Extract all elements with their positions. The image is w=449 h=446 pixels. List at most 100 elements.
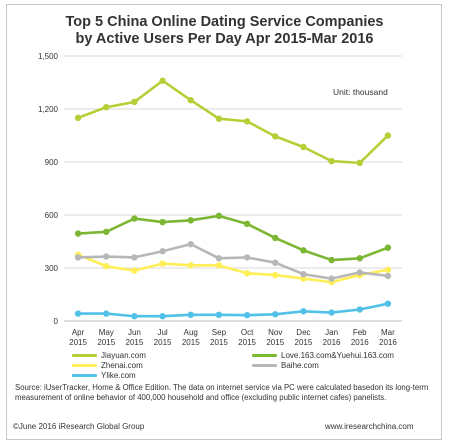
x-tick-label: 2015 [210, 338, 228, 347]
chart-title: Top 5 China Online Dating Service Compan… [65, 14, 384, 30]
unit-label: Unit: thousand [333, 87, 388, 97]
x-tick-label: Sep [212, 328, 227, 337]
chart-subtitle: by Active Users Per Day Apr 2015-Mar 201… [75, 31, 374, 47]
source-note: Source: iUserTracker, Home & Office Edit… [15, 383, 429, 402]
series-line-3 [78, 242, 389, 280]
y-tick-label: 600 [45, 211, 59, 220]
legend-label: Jiayuan.com [101, 351, 146, 360]
x-tick-label: 2015 [295, 338, 313, 347]
x-tick-label: Nov [268, 328, 282, 337]
y-tick-label: 300 [45, 264, 59, 273]
legend-swatch [72, 374, 97, 377]
x-tick-label: 2015 [69, 338, 87, 347]
data-point [215, 262, 223, 269]
data-point [131, 98, 138, 106]
data-point [384, 272, 392, 280]
data-point [187, 240, 194, 248]
data-point [328, 275, 335, 282]
data-point [131, 267, 138, 274]
y-tick-label: 1,200 [38, 105, 59, 114]
x-tick-label: 2015 [266, 338, 284, 347]
x-tick-label: 2016 [323, 338, 341, 347]
data-point [356, 269, 363, 276]
legend-label: Ylike.com [101, 371, 136, 380]
x-tick-label: Mar [381, 328, 395, 337]
data-point [384, 300, 392, 307]
data-point [215, 255, 223, 262]
data-point [243, 270, 251, 277]
data-point [272, 259, 279, 266]
data-point [159, 260, 166, 267]
data-point [384, 266, 392, 273]
data-point [74, 114, 82, 122]
data-point [300, 143, 307, 151]
data-point [103, 253, 110, 260]
data-point [300, 270, 307, 278]
data-point [300, 308, 307, 315]
data-point [103, 104, 110, 111]
data-point [103, 263, 110, 270]
data-point [131, 254, 138, 261]
data-point [272, 133, 279, 140]
data-point [187, 96, 194, 104]
series-line-0 [77, 79, 389, 165]
data-point [159, 313, 166, 320]
data-point [272, 311, 279, 318]
legend-label: Baihe.com [281, 361, 319, 370]
x-tick-label: May [99, 328, 114, 337]
copyright-text: ©June 2016 iResearch Global Group [13, 422, 145, 431]
data-point [272, 271, 279, 279]
y-tick-label: 900 [45, 158, 59, 167]
legend-swatch [252, 364, 277, 367]
data-point [356, 306, 363, 313]
data-point [300, 275, 307, 282]
data-point [300, 247, 307, 254]
data-point [356, 255, 363, 262]
y-tick-label: 0 [54, 317, 59, 326]
data-point [131, 313, 138, 320]
chart-frame [6, 4, 442, 440]
data-point [243, 220, 251, 228]
series-line-2 [77, 253, 389, 284]
x-tick-label: Jul [157, 328, 167, 337]
data-point [131, 215, 138, 222]
data-point [215, 311, 223, 319]
data-point [328, 157, 335, 165]
data-point [187, 217, 194, 224]
data-point [384, 244, 392, 251]
x-tick-label: Oct [241, 328, 254, 337]
x-tick-label: Apr [72, 328, 85, 337]
data-point [103, 228, 110, 235]
data-point [74, 254, 82, 261]
data-point [103, 310, 110, 317]
y-tick-label: 1,500 [38, 52, 59, 61]
x-tick-label: 2016 [379, 338, 397, 347]
legend-swatch [72, 354, 97, 357]
legend-label: Zhenai.com [101, 361, 143, 370]
data-point [74, 230, 82, 237]
website-text: www.iresearchchina.com [325, 422, 414, 431]
x-tick-label: Jun [128, 328, 141, 337]
data-point [328, 309, 335, 316]
data-point [187, 262, 194, 269]
data-point [328, 256, 335, 264]
data-point [243, 118, 251, 125]
data-point [187, 311, 194, 319]
series-line-4 [78, 302, 389, 318]
line-chart: 03006009001,2001,500Apr2015May2015Jun201… [38, 52, 402, 347]
legend-label: Love.163.com&Yuehui.163.com [281, 351, 394, 360]
data-point [272, 234, 279, 242]
data-point [74, 310, 82, 317]
data-point [243, 311, 251, 319]
x-tick-label: 2015 [182, 338, 200, 347]
x-tick-label: 2016 [351, 338, 369, 347]
data-point [159, 218, 166, 226]
x-tick-label: 2015 [238, 338, 256, 347]
data-point [356, 159, 363, 167]
x-tick-label: 2015 [126, 338, 144, 347]
x-tick-label: Aug [184, 328, 198, 337]
legend-swatch [252, 354, 277, 357]
series-line-1 [78, 214, 389, 262]
x-tick-label: Feb [353, 328, 367, 337]
x-tick-label: Jan [325, 328, 338, 337]
